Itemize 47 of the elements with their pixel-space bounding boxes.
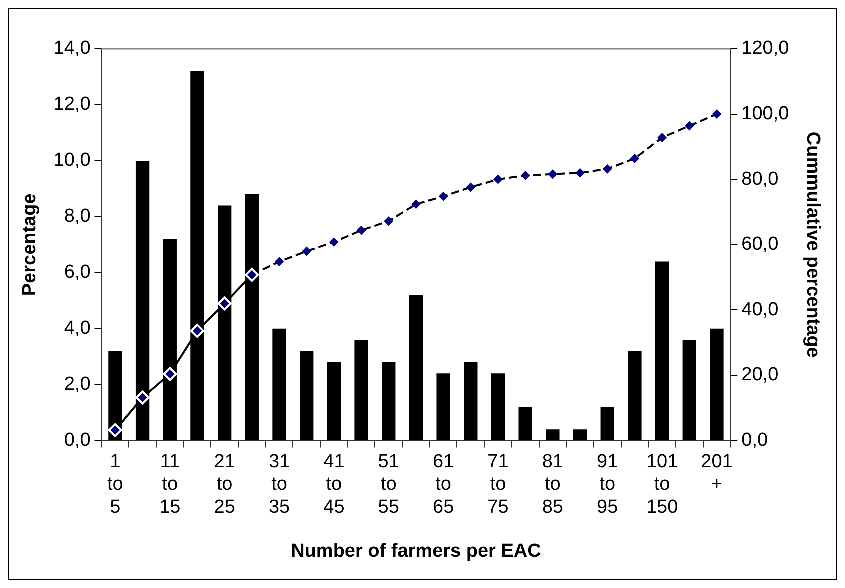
y2-tick-label: 20,0	[742, 364, 779, 386]
y2-tick-label: 60,0	[742, 234, 779, 256]
y-tick-label: 0,0	[64, 430, 91, 452]
bar	[409, 295, 424, 440]
x-tick-label: 51 to 55	[378, 451, 400, 518]
bar	[327, 362, 342, 440]
bar	[272, 328, 286, 440]
y-tick-label: 6,0	[64, 262, 91, 284]
x-tick-label: 81 to 85	[542, 451, 564, 518]
x-tick-label: 61 to 65	[432, 451, 454, 518]
bar	[382, 362, 396, 440]
bar	[436, 374, 450, 440]
y2-tick-label: 40,0	[742, 299, 779, 320]
y-tick-label: 2,0	[64, 374, 91, 396]
y2-tick-label: 0,0	[742, 430, 768, 452]
x-tick-label: 91 to 95	[597, 451, 618, 518]
y-tick-label: 12,0	[54, 94, 91, 116]
bar	[628, 351, 642, 440]
bar	[682, 340, 696, 440]
bar	[464, 362, 478, 440]
bar	[354, 340, 368, 440]
x-tick-label: 41 to 45	[324, 451, 345, 518]
bar	[600, 407, 614, 440]
y-tick-label: 14,0	[54, 38, 91, 60]
y2-tick-label: 80,0	[742, 168, 779, 190]
bar	[491, 374, 506, 440]
x-axis-title: Number of farmers per EAC	[291, 540, 542, 562]
x-tick-label: 11 to 15	[160, 451, 181, 518]
x-tick-label: 71 to 75	[488, 451, 509, 518]
bar	[655, 262, 670, 440]
y-tick-label: 4,0	[64, 318, 91, 340]
x-tick-label: 21 to 25	[214, 451, 236, 518]
y2-axis-title: Cummulative percentage	[802, 132, 824, 358]
y-axis-title: Percentage	[20, 194, 41, 296]
bar	[573, 430, 588, 440]
bar	[710, 328, 724, 440]
y2-tick-label: 120,0	[742, 38, 790, 60]
x-tick-label: 101 to 150	[646, 451, 678, 518]
bar	[546, 430, 560, 440]
x-tick-label: 1 to 5	[108, 451, 124, 518]
y-tick-label: 10,0	[54, 150, 91, 172]
y2-tick-label: 100,0	[742, 104, 790, 125]
x-tick-label: 31 to 35	[268, 451, 290, 518]
x-tick-label: 201 +	[701, 451, 733, 496]
y-tick-label: 8,0	[64, 206, 91, 228]
bar	[300, 351, 314, 440]
bar	[518, 407, 532, 440]
